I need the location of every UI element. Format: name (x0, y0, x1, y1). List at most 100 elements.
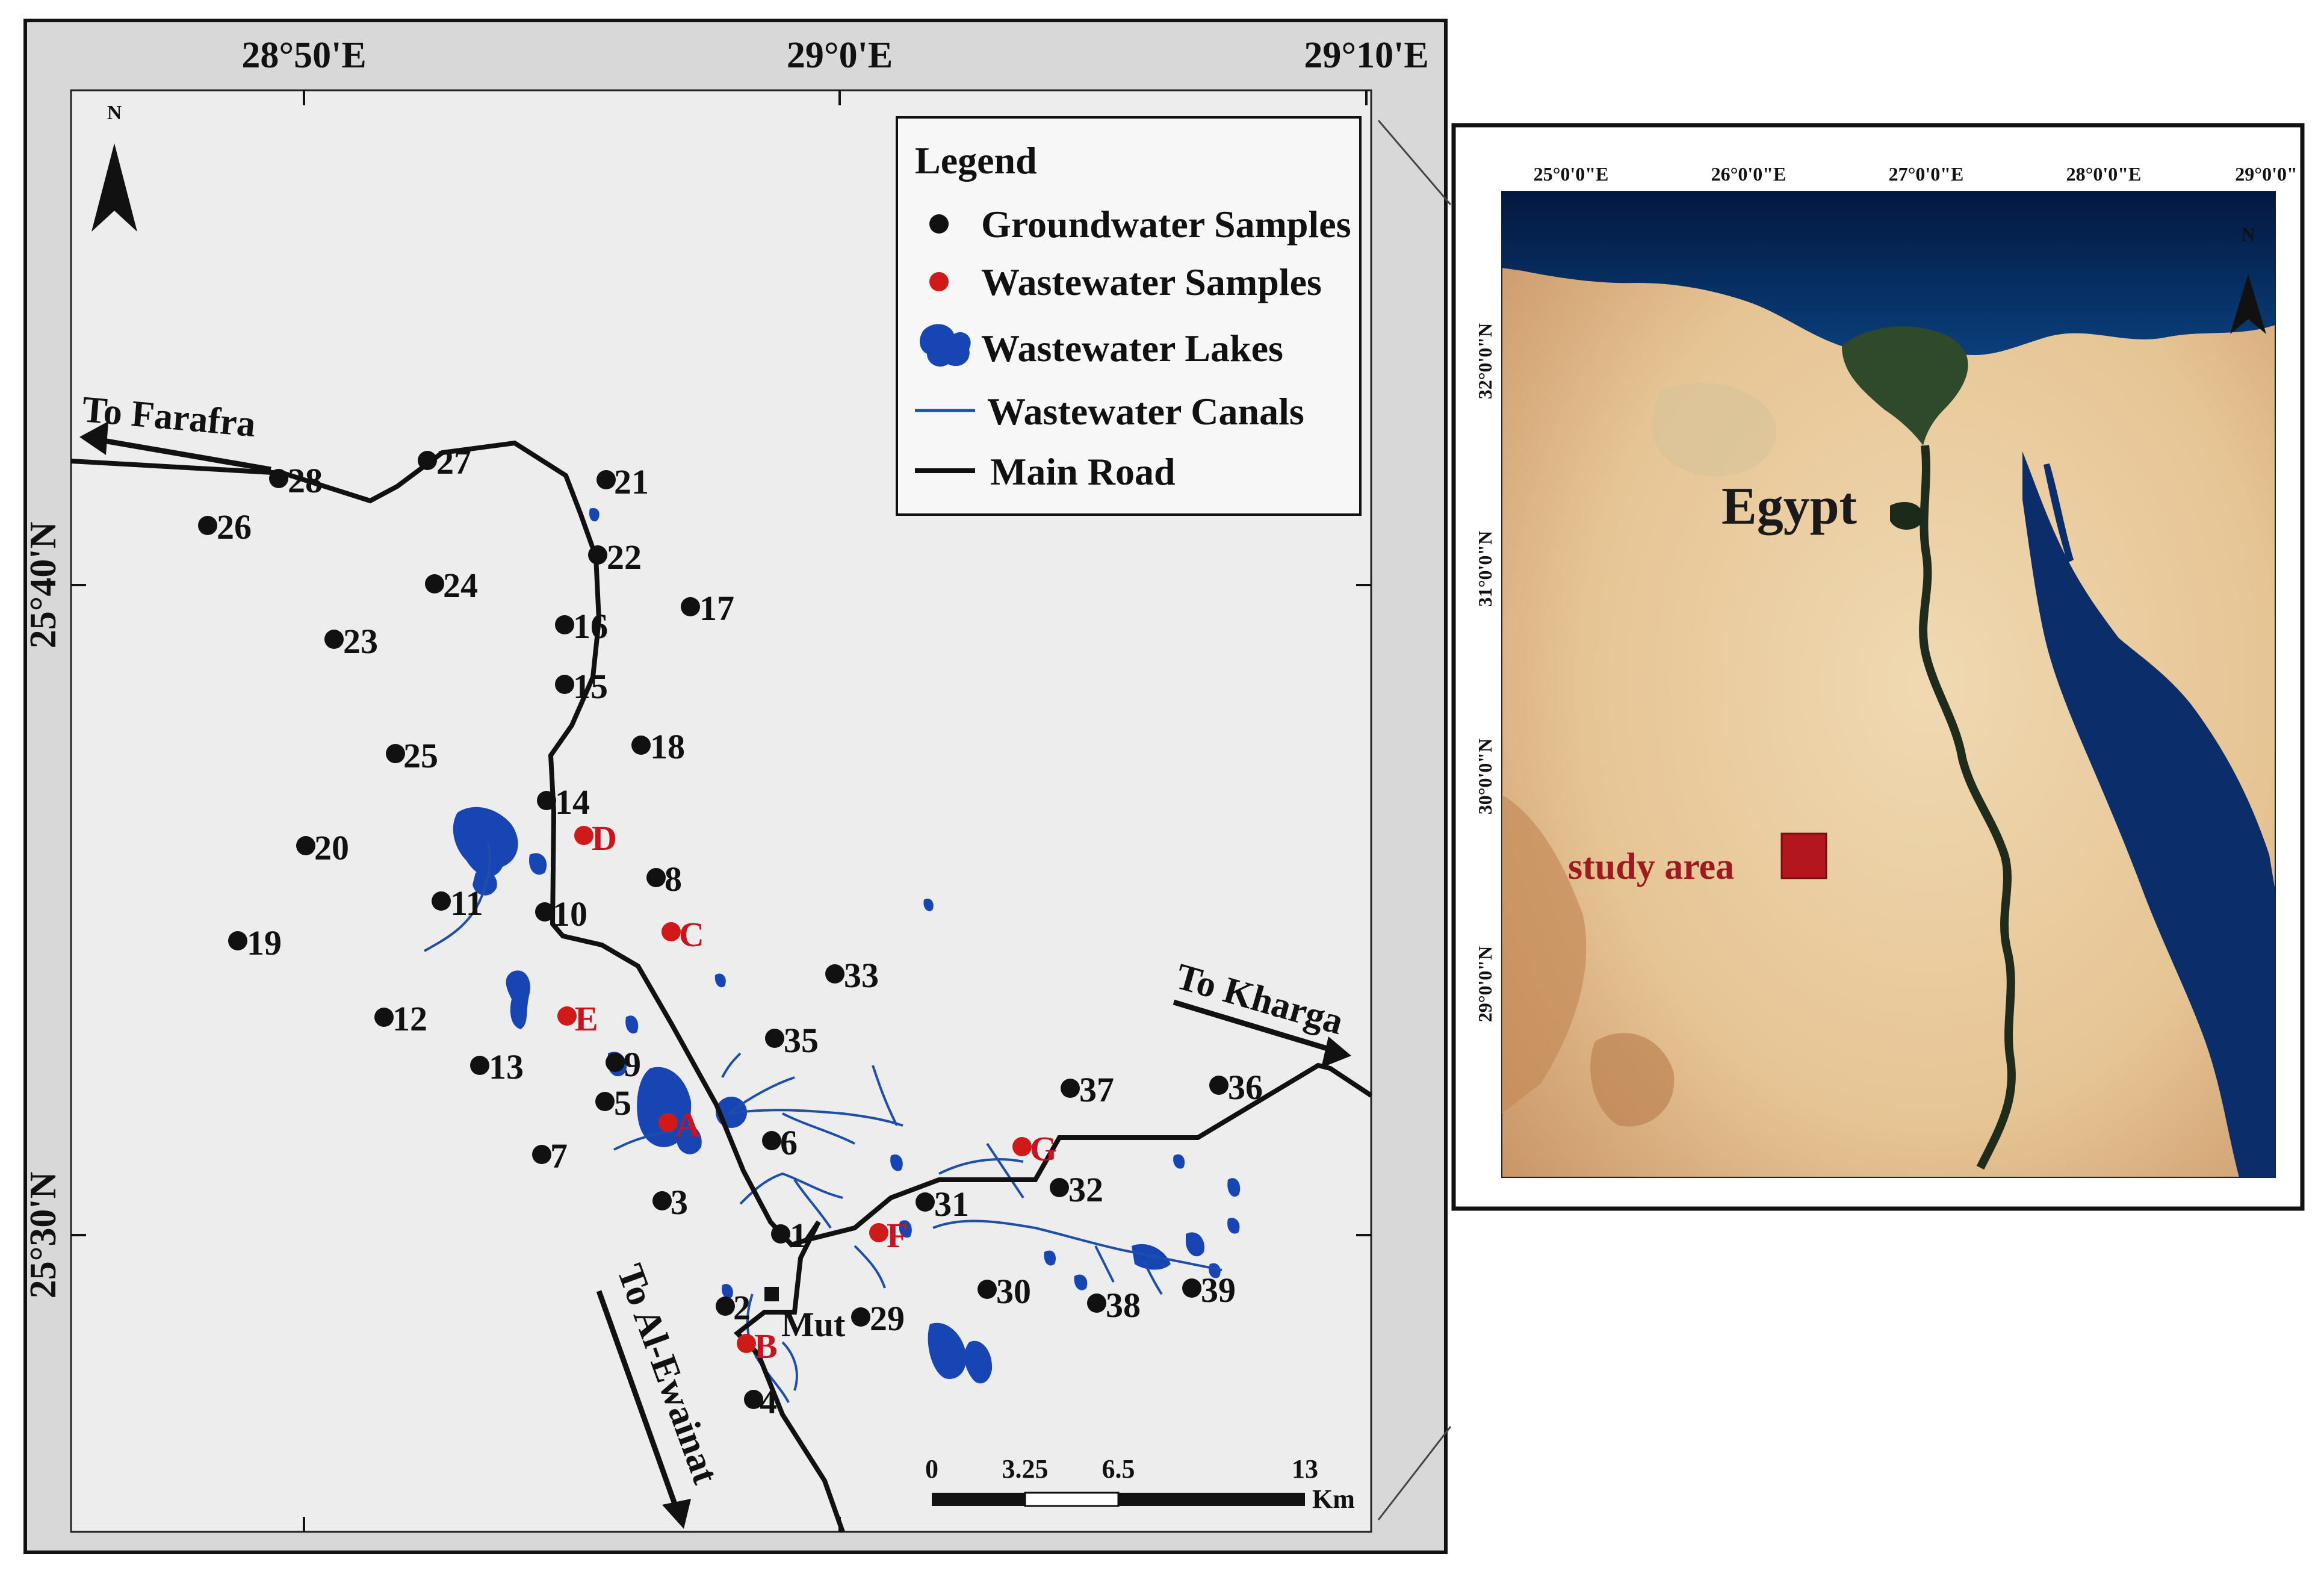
wastewater-sample: D (574, 819, 617, 858)
svg-text:20: 20 (314, 828, 349, 867)
svg-text:3: 3 (671, 1183, 688, 1222)
groundwater-sample: 17 (681, 589, 734, 628)
svg-text:9: 9 (624, 1045, 641, 1084)
inset-lat-tick-label: 29°0'0"N (1474, 946, 1496, 1023)
groundwater-sample: 11 (432, 884, 483, 923)
svg-text:24: 24 (443, 566, 478, 605)
groundwater-sample: 4 (744, 1382, 777, 1421)
north-label: N (107, 102, 122, 124)
inset-lon-tick-label: 26°0'0"E (1711, 163, 1786, 185)
svg-text:15: 15 (573, 667, 608, 706)
wastewater-sample: B (737, 1327, 778, 1366)
svg-text:18: 18 (650, 727, 685, 766)
svg-text:14: 14 (555, 782, 590, 822)
legend-title: Legend (915, 139, 1037, 182)
groundwater-sample: 7 (532, 1136, 568, 1176)
legend-box (896, 116, 1362, 516)
svg-text:4: 4 (760, 1382, 777, 1421)
svg-text:25: 25 (403, 736, 438, 775)
inset-lon-tick-label: 27°0'0"E (1889, 163, 1964, 185)
legend-label: Groundwater Samples (981, 203, 1351, 246)
svg-text:19: 19 (247, 923, 282, 962)
svg-text:0: 0 (925, 1454, 938, 1484)
groundwater-sample: 37 (1061, 1070, 1114, 1109)
svg-text:33: 33 (844, 956, 879, 995)
wastewater-sample: E (557, 999, 598, 1038)
groundwater-sample: 22 (588, 538, 642, 577)
groundwater-sample: 25 (386, 736, 438, 775)
nile-delta (1842, 326, 1968, 445)
lon-tick-label: 29°10'E (1304, 35, 1428, 76)
inset-lon-tick-label: 29°0'0" (2235, 163, 2297, 185)
sea-area (1502, 191, 2275, 355)
inset-lat-tick-label: 31°0'0"N (1474, 531, 1496, 607)
lon-tick-label: 28°50'E (241, 35, 366, 76)
groundwater-sample: 16 (555, 607, 608, 646)
svg-text:23: 23 (343, 622, 378, 661)
road-direction-arrows (79, 421, 1351, 1529)
wastewater-sample: F (869, 1216, 908, 1255)
groundwater-sample: 31 (916, 1185, 969, 1224)
svg-text:5: 5 (614, 1083, 631, 1123)
wastewater-sample: A (658, 1105, 701, 1144)
groundwater-sample: 38 (1087, 1286, 1141, 1325)
groundwater-sample: 28 (269, 461, 323, 500)
country-label: Egypt (1721, 477, 1857, 536)
svg-text:B: B (754, 1327, 778, 1366)
groundwater-sample: 33 (825, 956, 879, 995)
svg-text:6.5: 6.5 (1102, 1454, 1135, 1484)
wastewater-lakes (453, 508, 1241, 1384)
wastewater-sample: G (1012, 1129, 1057, 1168)
svg-text:E: E (575, 999, 598, 1038)
groundwater-samples: 1 2 3 4 5 6 7 8 9 10 11 12 13 14 15 16 1… (198, 442, 1263, 1421)
town-marker-icon (764, 1287, 779, 1301)
svg-text:22: 22 (607, 538, 642, 577)
svg-text:3.25: 3.25 (1002, 1454, 1049, 1484)
inset-lat-tick-label: 32°0'0"N (1474, 323, 1496, 400)
groundwater-sample: 21 (596, 462, 649, 501)
svg-text:21: 21 (614, 462, 649, 501)
main-road (70, 440, 845, 1533)
svg-text:32: 32 (1068, 1170, 1103, 1209)
svg-text:C: C (679, 915, 704, 954)
groundwater-sample: 23 (324, 622, 378, 661)
svg-text:37: 37 (1079, 1070, 1114, 1109)
groundwater-sample: 35 (765, 1021, 819, 1060)
wastewater-sample: C (662, 915, 704, 954)
groundwater-sample: 5 (595, 1083, 631, 1123)
groundwater-sample: 20 (296, 828, 349, 867)
scale-bar: 0 3.25 6.5 13 Km (925, 1454, 1355, 1514)
svg-text:39: 39 (1201, 1271, 1236, 1310)
svg-text:30: 30 (996, 1272, 1031, 1311)
lat-tick-label: 25°30'N (23, 1172, 64, 1299)
groundwater-sample: 9 (606, 1045, 641, 1084)
svg-text:26: 26 (217, 507, 252, 547)
svg-text:G: G (1030, 1129, 1057, 1168)
legend: Legend Groundwater Samples Wastewater Sa… (896, 116, 1362, 516)
groundwater-sample: 24 (425, 566, 478, 605)
inset-lon-tick-label: 25°0'0"E (1534, 163, 1609, 185)
groundwater-sample: 1 (771, 1216, 807, 1255)
groundwater-sample: 30 (978, 1272, 1031, 1311)
lon-tick-label: 29°0'E (787, 35, 893, 76)
groundwater-sample: 14 (537, 782, 590, 822)
svg-text:31: 31 (934, 1185, 969, 1224)
groundwater-sample: 2 (716, 1288, 751, 1327)
inset-lat-tick-label: 30°0'0"N (1474, 739, 1496, 815)
groundwater-sample: 10 (535, 894, 587, 934)
groundwater-sample: 27 (418, 442, 471, 482)
legend-label: Wastewater Lakes (981, 327, 1283, 370)
main-road-east (806, 1062, 1373, 1242)
svg-text:N: N (2241, 223, 2255, 245)
north-arrow-icon: N (91, 102, 137, 232)
svg-text:29: 29 (870, 1299, 905, 1338)
svg-text:38: 38 (1106, 1286, 1141, 1325)
svg-text:35: 35 (784, 1021, 819, 1060)
groundwater-sample: 29 (851, 1299, 905, 1338)
svg-text:17: 17 (699, 589, 734, 628)
groundwater-sample: 3 (652, 1183, 688, 1222)
svg-text:7: 7 (550, 1136, 568, 1176)
groundwater-sample: 26 (198, 507, 252, 547)
svg-text:6: 6 (780, 1123, 798, 1162)
lat-tick-label: 25°40'N (23, 522, 64, 649)
